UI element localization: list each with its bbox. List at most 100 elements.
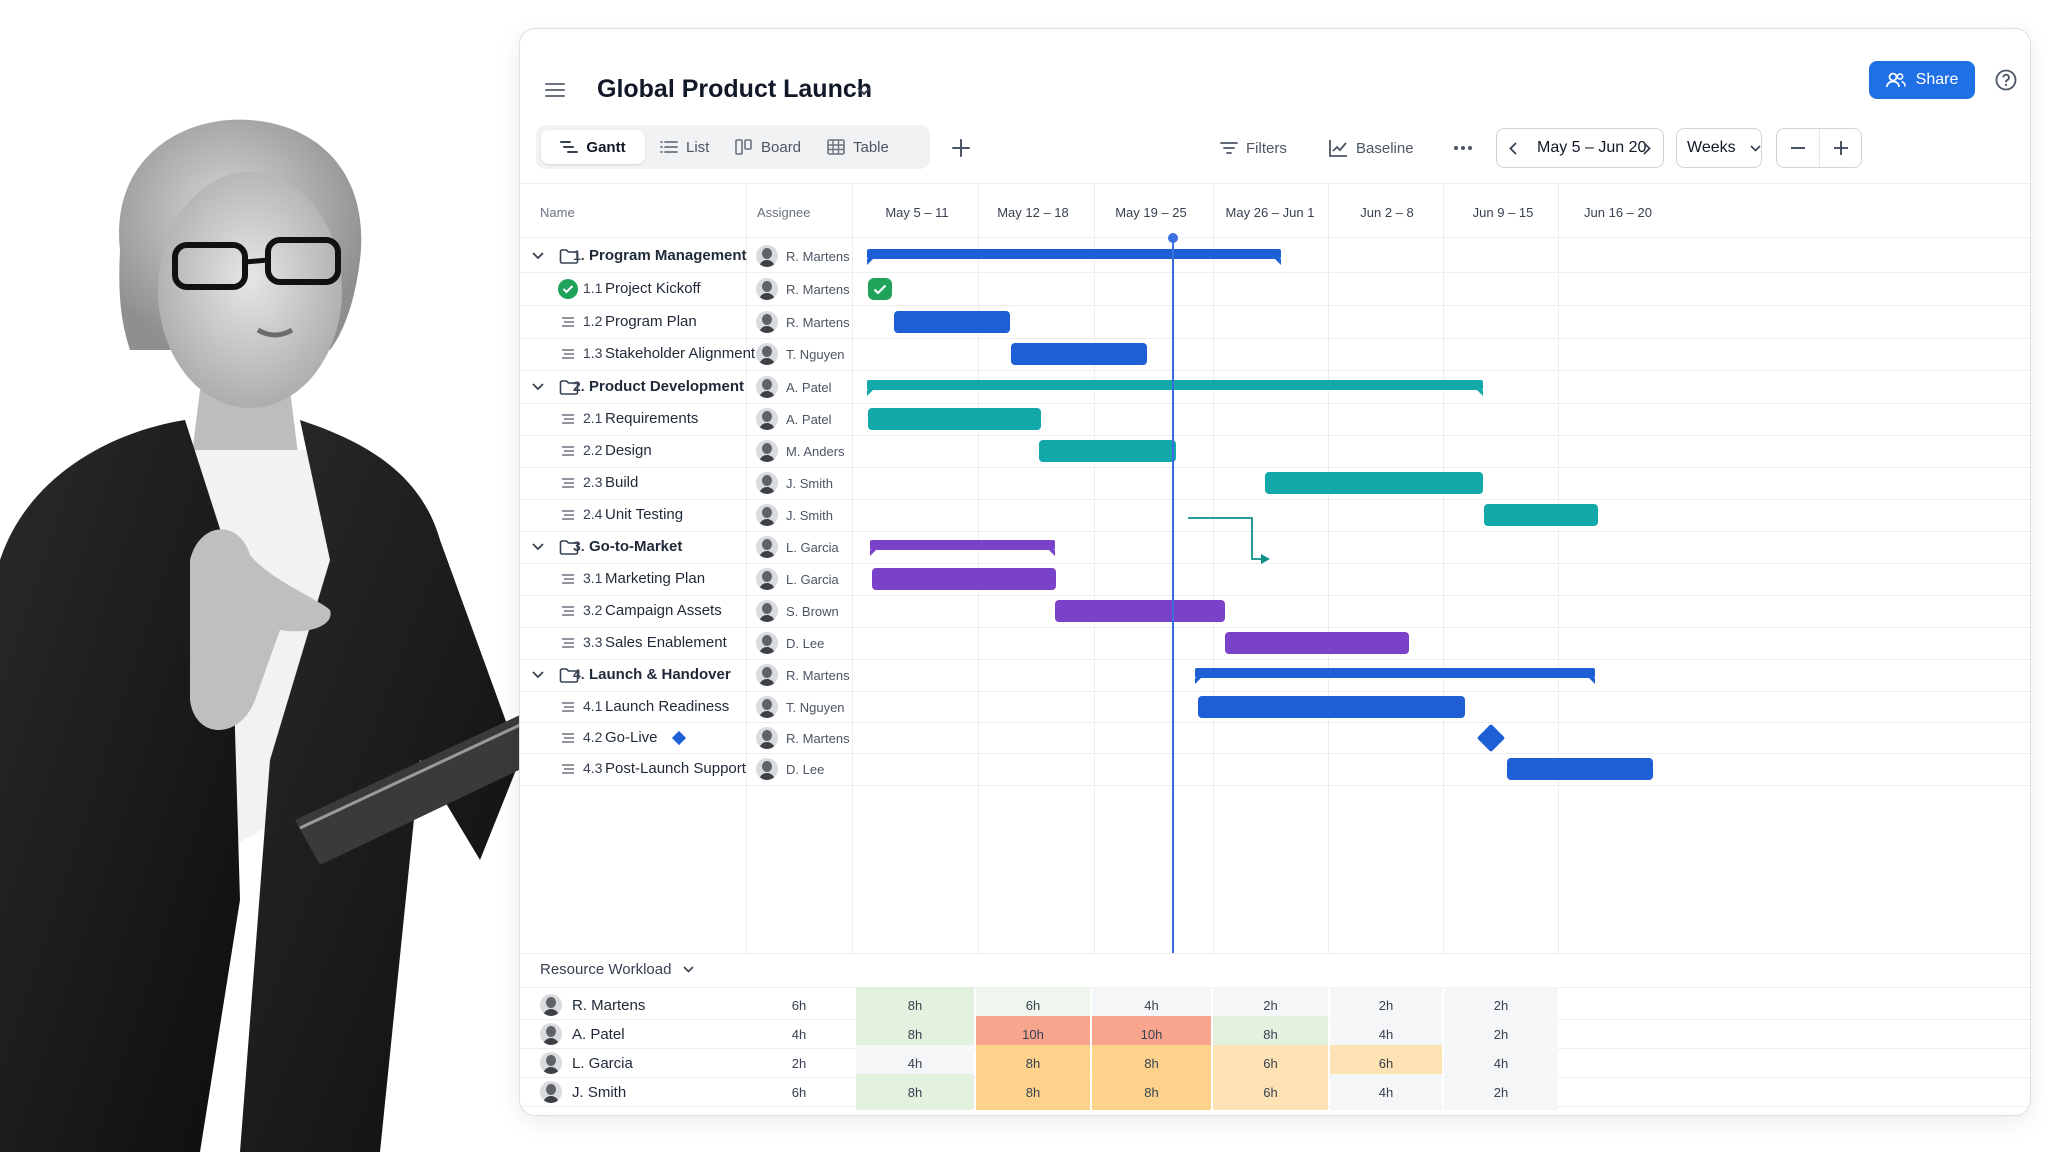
workload-cell[interactable]: 4h (1330, 1074, 1442, 1110)
menu-icon[interactable] (542, 77, 568, 103)
task-bar[interactable] (1484, 504, 1598, 526)
scale-dropdown[interactable]: Weeks (1676, 128, 1762, 168)
task-assignee[interactable]: J. Smith (756, 504, 833, 526)
task-bar[interactable] (894, 311, 1010, 333)
task-assignee[interactable]: R. Martens (756, 311, 850, 333)
task-name[interactable]: Product Development (589, 378, 745, 395)
task-name[interactable]: Requirements (605, 410, 699, 427)
zoom-in-button[interactable] (1827, 135, 1855, 161)
task-name[interactable]: Project Kickoff (605, 280, 701, 297)
summary-bar[interactable] (1195, 668, 1595, 684)
task-bar[interactable] (1265, 472, 1483, 494)
task-name[interactable]: Design (605, 442, 652, 459)
more-options-icon[interactable] (1450, 135, 1476, 161)
summary-bar[interactable] (867, 249, 1281, 265)
filters-button[interactable]: Filters (1220, 135, 1287, 161)
chevron-down-icon[interactable] (528, 246, 548, 266)
drag-handle-icon[interactable] (558, 699, 578, 715)
complete-check-icon[interactable] (558, 279, 578, 299)
drag-handle-icon[interactable] (558, 346, 578, 362)
workload-cell[interactable]: 6h (1213, 1074, 1328, 1110)
task-name[interactable]: Post-Launch Support (605, 760, 746, 777)
chevron-down-icon[interactable] (528, 377, 548, 397)
task-assignee[interactable]: A. Patel (756, 376, 832, 398)
drag-handle-icon[interactable] (558, 475, 578, 491)
drag-handle-icon[interactable] (558, 635, 578, 651)
task-bar[interactable] (1055, 600, 1225, 622)
workload-cell[interactable]: 8h (1092, 1074, 1211, 1110)
task-name[interactable]: Marketing Plan (605, 570, 706, 587)
baseline-button[interactable]: Baseline (1328, 135, 1414, 161)
drag-handle-icon[interactable] (558, 761, 578, 777)
task-bar[interactable] (1011, 343, 1147, 365)
tab-table[interactable]: Table (827, 130, 889, 164)
task-name[interactable]: Unit Testing (605, 506, 684, 523)
drag-handle-icon[interactable] (558, 314, 578, 330)
next-range-button[interactable] (1634, 135, 1660, 161)
zoom-out-button[interactable] (1784, 135, 1812, 161)
task-assignee[interactable]: A. Patel (756, 408, 832, 430)
assignee-column-header[interactable]: Assignee (757, 205, 811, 220)
task-bar[interactable] (872, 568, 1056, 590)
task-name[interactable]: Go-Live (605, 729, 658, 746)
workload-resource[interactable]: J. Smith (540, 1080, 626, 1104)
help-icon[interactable] (1991, 65, 2021, 95)
task-bar[interactable] (1198, 696, 1465, 718)
kickoff-complete-marker[interactable] (868, 278, 892, 300)
task-name[interactable]: Build (605, 474, 639, 491)
task-bar[interactable] (868, 408, 1041, 430)
task-assignee[interactable]: L. Garcia (756, 536, 839, 558)
task-assignee[interactable]: D. Lee (756, 758, 824, 780)
task-name[interactable]: Launch Readiness (605, 698, 730, 715)
workload-resource[interactable]: R. Martens (540, 993, 645, 1017)
task-assignee[interactable]: R. Martens (756, 245, 850, 267)
workload-resource[interactable]: A. Patel (540, 1022, 625, 1046)
tab-board[interactable]: Board (735, 130, 801, 164)
task-assignee[interactable]: L. Garcia (756, 568, 839, 590)
task-name[interactable]: Program Plan (605, 313, 697, 330)
task-assignee[interactable]: S. Brown (756, 600, 839, 622)
summary-bar[interactable] (870, 540, 1055, 556)
task-name[interactable]: Go-to-Market (589, 538, 683, 555)
task-name[interactable]: Campaign Assets (605, 602, 722, 619)
assignee-name: S. Brown (786, 603, 839, 619)
task-assignee[interactable]: J. Smith (756, 472, 833, 494)
task-assignee[interactable]: T. Nguyen (756, 343, 845, 365)
add-view-button[interactable] (948, 135, 974, 161)
chevron-down-icon[interactable] (528, 665, 548, 685)
chevron-down-icon[interactable] (528, 537, 548, 557)
task-assignee[interactable]: R. Martens (756, 727, 850, 749)
task-name[interactable]: Launch & Handover (589, 666, 731, 683)
workload-cell[interactable]: 8h (856, 1074, 974, 1110)
task-assignee[interactable]: M. Anders (756, 440, 845, 462)
task-name[interactable]: Stakeholder Alignment (605, 345, 756, 362)
task-assignee[interactable]: D. Lee (756, 632, 824, 654)
summary-bar[interactable] (867, 380, 1483, 396)
workload-resource[interactable]: L. Garcia (540, 1051, 633, 1075)
task-assignee[interactable]: T. Nguyen (756, 696, 845, 718)
drag-handle-icon[interactable] (558, 507, 578, 523)
tab-gantt[interactable]: Gantt (541, 130, 645, 164)
task-name[interactable]: Program Management (589, 247, 747, 264)
drag-handle-icon[interactable] (558, 411, 578, 427)
resource-workload-toggle[interactable]: Resource Workload (540, 961, 695, 978)
share-button[interactable]: Share (1869, 61, 1975, 99)
task-assignee[interactable]: R. Martens (756, 664, 850, 686)
task-bar[interactable] (1225, 632, 1409, 654)
drag-handle-icon[interactable] (558, 443, 578, 459)
task-bar[interactable] (1507, 758, 1653, 780)
task-assignee[interactable]: R. Martens (756, 278, 850, 300)
drag-handle-icon[interactable] (558, 603, 578, 619)
workload-cell[interactable]: 8h (976, 1074, 1090, 1110)
drag-handle-icon[interactable] (558, 571, 578, 587)
workload-total: 2h (791, 1055, 807, 1071)
tab-list[interactable]: List (660, 130, 709, 164)
prev-range-button[interactable] (1500, 135, 1526, 161)
chevron-down-icon[interactable] (854, 81, 874, 101)
task-bar[interactable] (1039, 440, 1176, 462)
workload-cell[interactable]: 2h (1444, 1074, 1558, 1110)
drag-handle-icon[interactable] (558, 730, 578, 746)
task-name[interactable]: Sales Enablement (605, 634, 727, 651)
name-column-header[interactable]: Name (540, 205, 575, 220)
project-title[interactable]: Global Product Launch (597, 75, 873, 103)
